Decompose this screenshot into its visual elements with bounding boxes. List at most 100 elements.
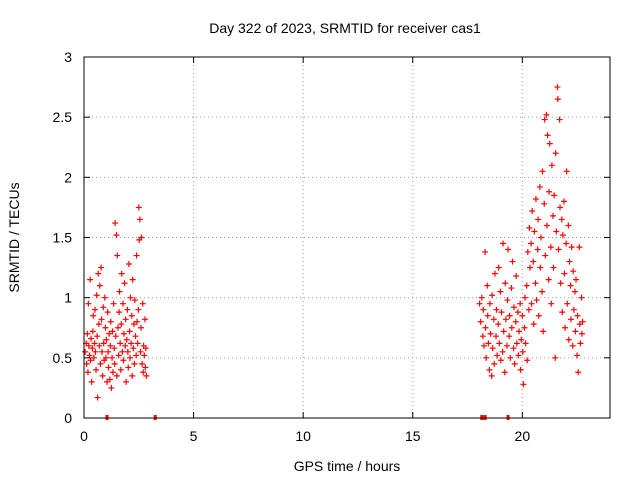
data-point (554, 84, 561, 91)
data-point (509, 258, 516, 265)
data-point (507, 354, 514, 361)
data-point (105, 364, 112, 371)
data-point (92, 348, 99, 355)
data-point (111, 360, 118, 367)
data-point (107, 318, 114, 325)
data-point (91, 340, 98, 347)
data-point (129, 372, 136, 379)
data-point (535, 216, 542, 223)
data-point (578, 294, 585, 301)
data-point (88, 335, 95, 342)
data-point (143, 372, 150, 379)
data-point (106, 376, 113, 383)
data-point (117, 366, 124, 373)
data-point (542, 252, 549, 259)
data-point (506, 312, 513, 319)
data-point (99, 372, 106, 379)
data-point (578, 330, 585, 337)
data-point (91, 306, 98, 313)
data-point (96, 342, 103, 349)
data-point (558, 216, 565, 223)
x-tick-label: 0 (80, 428, 88, 444)
data-point (478, 294, 485, 301)
data-point (135, 306, 142, 313)
x-axis-label: GPS time / hours (294, 458, 401, 474)
data-point (88, 378, 95, 385)
data-point (112, 220, 119, 227)
data-point (139, 300, 146, 307)
data-point (537, 264, 544, 271)
data-point (130, 345, 137, 352)
data-point (142, 345, 149, 352)
data-point (567, 282, 574, 289)
data-point (89, 345, 96, 352)
data-point (574, 312, 581, 319)
data-point (114, 324, 121, 331)
data-point (500, 328, 507, 335)
data-point (557, 204, 564, 211)
data-point (564, 300, 571, 307)
data-point (119, 348, 126, 355)
y-tick-label: 1.5 (53, 230, 73, 246)
data-point (525, 306, 532, 313)
data-point (540, 328, 547, 335)
data-point (125, 260, 132, 267)
data-point (557, 280, 564, 287)
data-point (524, 357, 531, 364)
y-axis-label: SRMTID / TECUs (6, 182, 22, 292)
data-point (104, 309, 111, 316)
data-point (122, 316, 129, 323)
data-point (118, 321, 125, 328)
data-point (556, 116, 563, 123)
data-point (508, 324, 515, 331)
data-point (548, 300, 555, 307)
x-tick-label: 5 (190, 428, 198, 444)
axis-ticks: 0 5 10 15 20 0 0.5 1 1.5 2 2.5 3 (53, 49, 610, 444)
data-point (85, 342, 92, 349)
data-point (90, 312, 97, 319)
y-tick-label: 2 (64, 169, 72, 185)
data-point (550, 212, 557, 219)
data-point (526, 224, 533, 231)
data-point (521, 324, 528, 331)
data-point (545, 276, 552, 283)
data-point (131, 297, 138, 304)
data-point (482, 248, 489, 255)
data-point (574, 352, 581, 359)
data-point (520, 381, 527, 388)
data-point (511, 304, 518, 311)
data-point (544, 132, 551, 139)
data-point (554, 96, 561, 103)
data-point (120, 357, 127, 364)
data-point (130, 321, 137, 328)
data-point (123, 378, 130, 385)
data-point (126, 328, 133, 335)
data-point (100, 340, 107, 347)
data-point (517, 366, 524, 373)
data-point (493, 333, 500, 340)
data-point (508, 285, 515, 292)
data-point (84, 369, 91, 376)
data-point (120, 300, 127, 307)
data-point (515, 352, 522, 359)
data-point (565, 222, 572, 229)
data-point (103, 336, 110, 343)
data-point (115, 352, 122, 359)
data-point (541, 200, 548, 207)
data-point (137, 324, 144, 331)
data-point (133, 352, 140, 359)
data-point (579, 318, 586, 325)
data-point (82, 348, 89, 355)
data-point (548, 162, 555, 169)
data-point (528, 240, 535, 247)
data-point (553, 228, 560, 235)
data-point (128, 312, 135, 319)
grid (84, 57, 610, 418)
data-point (131, 360, 138, 367)
data-point (550, 264, 557, 271)
data-point (502, 316, 509, 323)
data-point (107, 342, 114, 349)
data-point (518, 336, 525, 343)
data-point (118, 270, 125, 277)
data-point (563, 168, 570, 175)
